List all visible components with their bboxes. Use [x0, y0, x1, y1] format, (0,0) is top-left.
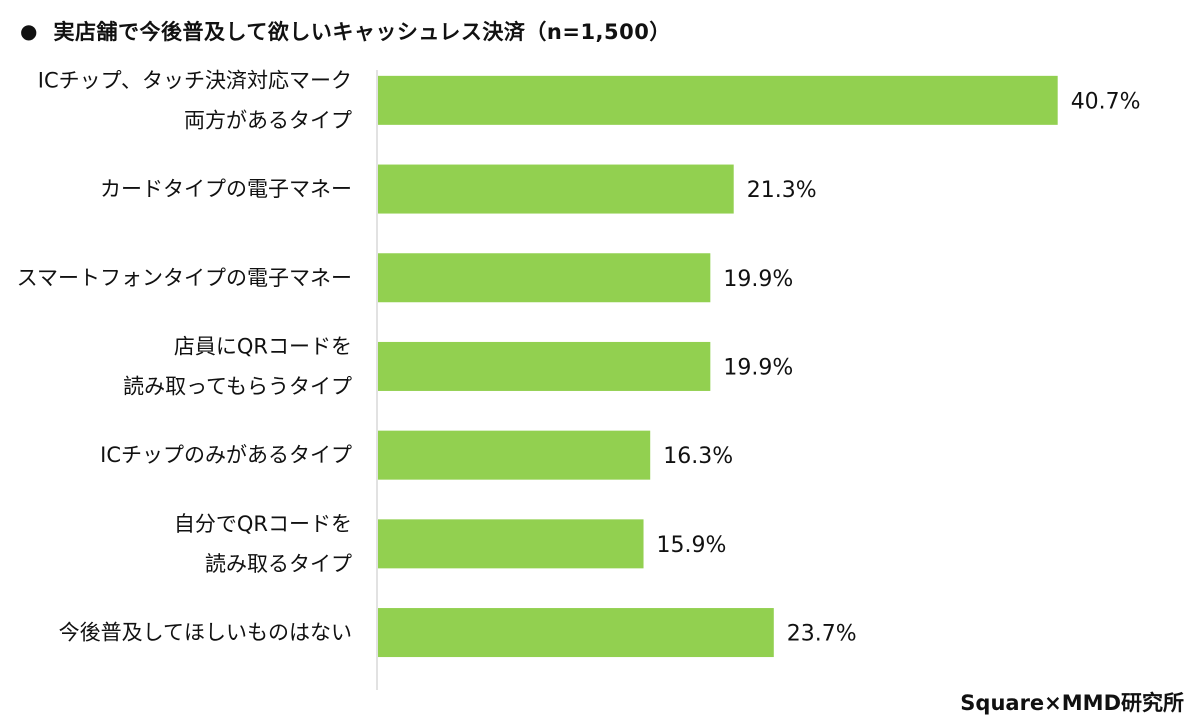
category-label: ICチップ、タッチ決済対応マーク — [38, 68, 352, 92]
bar — [378, 75, 1058, 125]
data-label: 21.3% — [747, 178, 817, 203]
data-label: 19.9% — [723, 355, 793, 380]
chart-title-row: ● 実店舗で今後普及して欲しいキャッシュレス決済（n=1,500） — [20, 14, 671, 48]
chart-title: 実店舗で今後普及して欲しいキャッシュレス決済（n=1,500） — [53, 20, 671, 44]
bar — [378, 253, 711, 303]
source-credit: Square×MMD研究所 — [960, 691, 1184, 715]
category-label: ICチップのみがあるタイプ — [100, 443, 352, 467]
data-label: 40.7% — [1071, 89, 1141, 114]
category-label: 店員にQRコードを — [174, 334, 352, 358]
bar — [378, 430, 651, 480]
data-label: 23.7% — [787, 622, 857, 647]
title-bullet: ● — [20, 19, 38, 43]
category-label: カードタイプの電子マネー — [100, 177, 352, 201]
data-label: 16.3% — [663, 444, 733, 469]
bar — [378, 164, 734, 214]
bar — [378, 519, 644, 569]
data-label: 19.9% — [723, 267, 793, 292]
category-label: スマートフォンタイプの電子マネー — [17, 266, 352, 290]
data-label: 15.9% — [657, 533, 727, 558]
category-label: 今後普及してほしいものはない — [59, 621, 352, 645]
category-label: 読み取ってもらうタイプ — [123, 374, 352, 398]
bar — [378, 608, 774, 658]
category-label: 読み取るタイプ — [205, 552, 352, 576]
bar — [378, 341, 711, 391]
category-label: 両方があるタイプ — [184, 108, 352, 132]
bars-layer — [378, 75, 1058, 658]
category-label: 自分でQRコードを — [174, 512, 352, 536]
